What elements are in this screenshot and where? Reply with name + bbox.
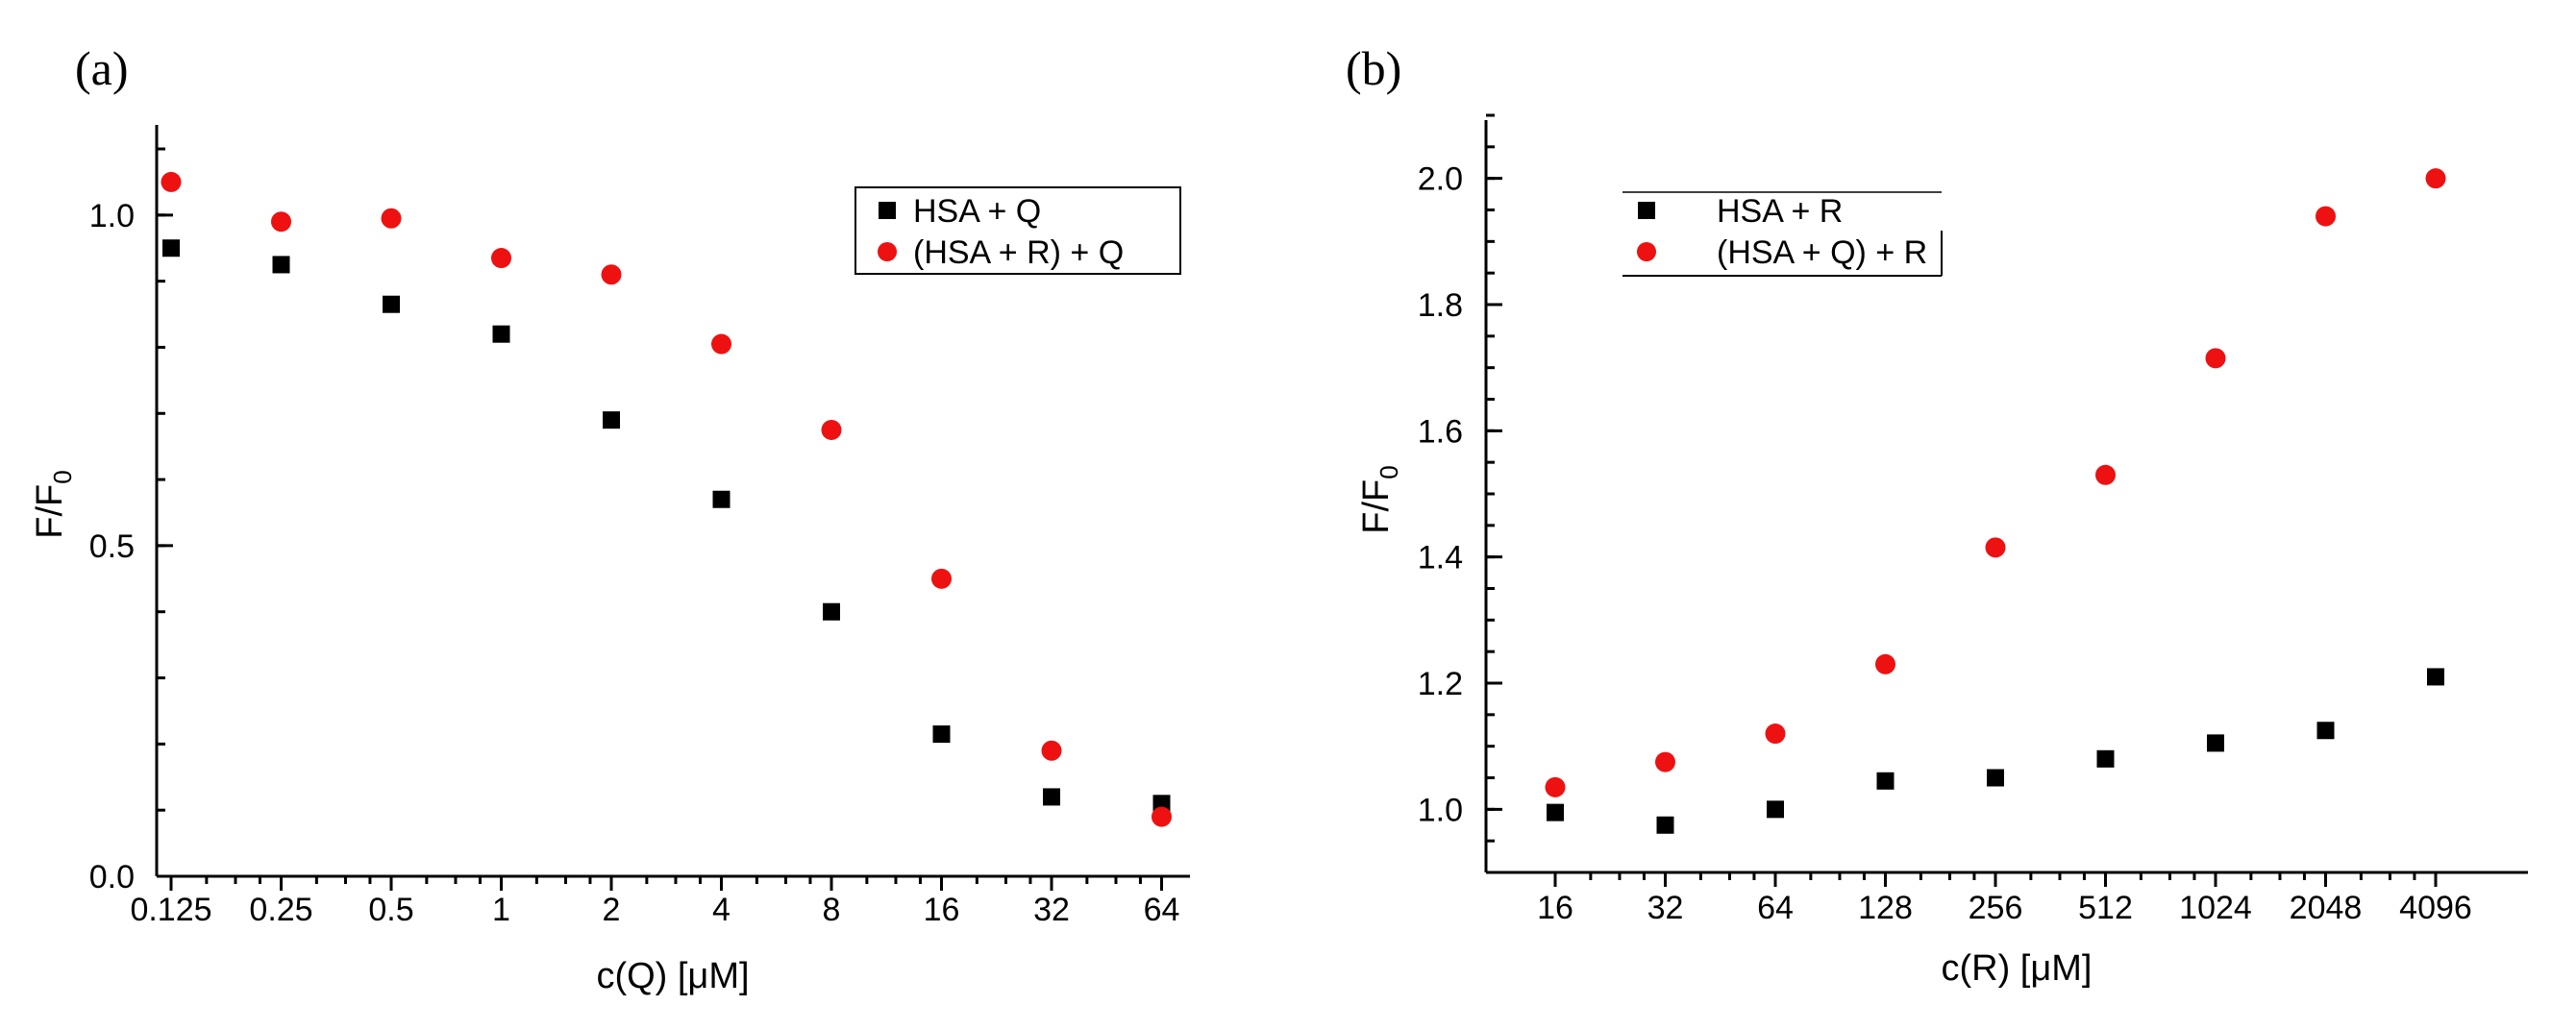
y-tick-label: 1.2 bbox=[1418, 666, 1463, 702]
panel-a: (a) 0.0 0.5 1.0 0.125 0.25 0.5 1 2 4 8 16 32 64 c(Q… bbox=[30, 41, 1190, 996]
y-tick-label: 2.0 bbox=[1418, 161, 1463, 198]
data-point-circle bbox=[1655, 751, 1675, 772]
panel-b-y-ticks: 1.0 1.2 1.4 1.6 1.8 2.0 bbox=[1418, 113, 1502, 874]
x-tick-label: 128 bbox=[1858, 890, 1913, 926]
data-point-circle bbox=[2425, 168, 2446, 189]
x-tick-label: 2048 bbox=[2290, 890, 2363, 926]
panel-a-y-axis-title-main: F/F bbox=[30, 484, 70, 539]
y-tick-label: 1.4 bbox=[1418, 540, 1463, 576]
panel-b: (b) 1.0 1.2 1.4 1.6 1.8 2.0 16 32 64 128 256 512 10… bbox=[1346, 41, 2528, 989]
data-point-circle bbox=[1765, 723, 1786, 745]
data-point-square bbox=[1547, 803, 1564, 822]
panel-a-y-ticks: 0.0 0.5 1.0 bbox=[89, 147, 173, 895]
y-tick-label: 1.0 bbox=[89, 198, 135, 234]
panel-a-label: (a) bbox=[75, 41, 129, 95]
x-tick-label: 64 bbox=[1757, 890, 1794, 926]
x-tick-label: 4096 bbox=[2399, 890, 2472, 926]
data-point-square bbox=[1987, 769, 2004, 787]
panel-b-legend-label-2: (HSA + Q) + R bbox=[1717, 234, 1927, 271]
panel-b-legend-label-1: HSA + R bbox=[1717, 193, 1843, 230]
y-tick-label: 1.8 bbox=[1418, 287, 1463, 324]
data-point-circle bbox=[2316, 206, 2336, 227]
y-tick-label: 1.6 bbox=[1418, 413, 1463, 450]
data-point-square bbox=[272, 256, 290, 274]
data-point-circle bbox=[1152, 806, 1172, 827]
panel-b-series-hsa-q-r bbox=[1545, 168, 2446, 797]
data-point-square bbox=[2316, 722, 2335, 740]
y-tick-label: 1.0 bbox=[1418, 792, 1463, 828]
data-point-square bbox=[1656, 816, 1674, 834]
data-point-circle bbox=[271, 211, 291, 233]
data-point-square bbox=[603, 411, 620, 429]
data-point-square bbox=[2207, 734, 2224, 752]
data-point-square bbox=[492, 325, 510, 343]
data-point-square bbox=[1767, 800, 1784, 819]
data-point-circle bbox=[711, 333, 731, 355]
y-tick-label: 0.0 bbox=[89, 859, 135, 895]
panel-a-y-axis-title-sub: 0 bbox=[48, 470, 77, 483]
data-point-circle bbox=[381, 208, 402, 229]
x-tick-label: 0.125 bbox=[130, 892, 211, 928]
x-tick-label: 2 bbox=[603, 892, 621, 928]
data-point-square bbox=[162, 239, 180, 258]
data-point-circle bbox=[1875, 653, 1895, 674]
panel-b-x-axis-title: c(R) [μM] bbox=[1942, 948, 2093, 989]
data-point-square bbox=[712, 490, 731, 508]
data-point-circle bbox=[1985, 537, 2006, 558]
data-point-circle bbox=[491, 248, 511, 269]
x-tick-label: 512 bbox=[2078, 890, 2133, 926]
panel-b-legend-circle-marker bbox=[1637, 242, 1656, 261]
data-point-square bbox=[2427, 668, 2444, 686]
data-point-circle bbox=[821, 419, 842, 440]
x-tick-label: 32 bbox=[1033, 892, 1070, 928]
panel-b-series-hsa-r bbox=[1547, 668, 2444, 834]
panel-a-series-hsa-q bbox=[162, 239, 1171, 813]
panel-b-y-axis-title: F/F0 bbox=[1356, 465, 1403, 533]
panel-a-legend-box bbox=[855, 186, 1181, 275]
x-tick-label: 16 bbox=[1537, 890, 1573, 926]
panel-a-x-axis-title-text: c(Q) [μM] bbox=[596, 956, 749, 996]
panel-a-x-axis-title: c(Q) [μM] bbox=[596, 956, 749, 996]
data-point-circle bbox=[1545, 776, 1566, 797]
panel-b-y-axis-title-sub: 0 bbox=[1375, 465, 1403, 478]
data-point-square bbox=[2096, 749, 2115, 768]
data-point-circle bbox=[2205, 348, 2226, 369]
x-tick-label: 64 bbox=[1144, 892, 1180, 928]
data-point-circle bbox=[601, 264, 622, 285]
data-point-square bbox=[383, 295, 400, 313]
x-tick-label: 4 bbox=[712, 892, 731, 928]
data-point-circle bbox=[931, 568, 952, 589]
panel-a-legend: HSA + Q (HSA + R) + Q bbox=[855, 186, 1181, 275]
data-point-circle bbox=[2095, 464, 2116, 485]
panel-a-series-hsa-r-q bbox=[161, 171, 1172, 827]
panel-b-label: (b) bbox=[1346, 41, 1401, 95]
x-tick-label: 256 bbox=[1969, 890, 2023, 926]
x-tick-label: 32 bbox=[1647, 890, 1684, 926]
panel-a-x-ticks: 0.125 0.25 0.5 1 2 4 8 16 32 64 bbox=[130, 876, 1179, 928]
panel-b-legend-square-marker bbox=[1638, 202, 1655, 219]
panel-b-y-axis-title-main: F/F bbox=[1356, 479, 1397, 534]
panel-a-legend-square-marker bbox=[879, 202, 896, 219]
data-point-circle bbox=[1041, 740, 1062, 761]
panel-b-x-ticks: 16 32 64 128 256 512 1024 2048 4096 bbox=[1537, 872, 2472, 926]
data-point-circle bbox=[161, 171, 182, 192]
x-tick-label: 16 bbox=[924, 892, 960, 928]
panel-a-y-axis-title: F/F0 bbox=[30, 470, 77, 538]
data-point-square bbox=[1876, 772, 1895, 790]
panel-b-x-axis-title-text: c(R) [μM] bbox=[1942, 948, 2093, 989]
x-tick-label: 0.5 bbox=[368, 892, 413, 928]
panel-a-legend-label-2: (HSA + R) + Q bbox=[913, 234, 1124, 271]
data-point-square bbox=[932, 725, 951, 744]
x-tick-label: 0.25 bbox=[249, 892, 312, 928]
panel-a-legend-circle-marker bbox=[878, 242, 897, 261]
data-point-square bbox=[823, 602, 840, 621]
panel-a-legend-label-1: HSA + Q bbox=[913, 193, 1041, 230]
panel-b-legend: HSA + R (HSA + Q) + R bbox=[1622, 191, 1943, 277]
data-point-square bbox=[1043, 788, 1060, 806]
x-tick-label: 1024 bbox=[2179, 890, 2252, 926]
x-tick-label: 1 bbox=[492, 892, 510, 928]
x-tick-label: 8 bbox=[823, 892, 841, 928]
y-tick-label: 0.5 bbox=[89, 528, 135, 565]
